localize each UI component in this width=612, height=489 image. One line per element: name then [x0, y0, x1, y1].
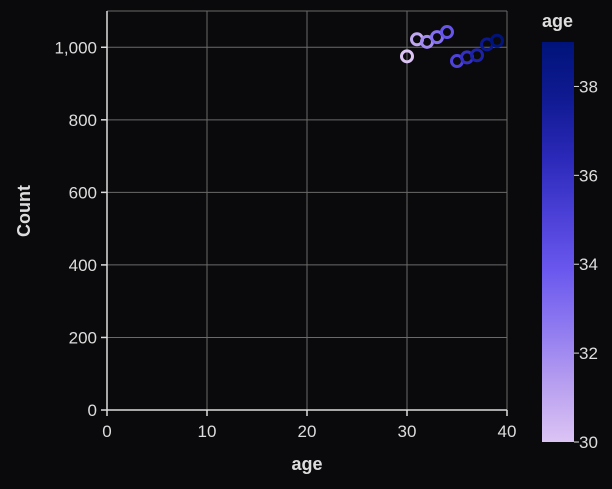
legend-tick-label: 38 — [579, 77, 598, 96]
y-tick-label: 200 — [69, 328, 97, 347]
y-tick-label: 800 — [69, 111, 97, 130]
legend-tick-label: 30 — [579, 433, 598, 452]
data-point — [470, 48, 484, 63]
legend-title: age — [542, 11, 573, 31]
x-tick-label: 30 — [398, 422, 417, 441]
legend-tick-label: 36 — [579, 166, 598, 185]
data-point — [490, 33, 504, 48]
data-point — [400, 49, 414, 64]
x-tick-label: 40 — [498, 422, 517, 441]
color-legend: age 30 32 34 36 38 — [542, 11, 598, 452]
y-tick-label: 400 — [69, 256, 97, 275]
x-tick-label: 20 — [298, 422, 317, 441]
x-tick-label: 10 — [198, 422, 217, 441]
data-points — [400, 25, 504, 69]
y-tick-label: 0 — [88, 401, 97, 420]
x-tick-label: 0 — [102, 422, 111, 441]
grid — [106, 10, 508, 411]
y-tick-label: 1,000 — [54, 38, 97, 57]
legend-ticks: 30 32 34 36 38 — [574, 77, 598, 452]
legend-tick-label: 32 — [579, 344, 598, 363]
y-axis-title: Count — [14, 185, 34, 237]
legend-tick-label: 34 — [579, 255, 598, 274]
y-tick-label: 600 — [69, 183, 97, 202]
x-axis-title: age — [291, 454, 322, 474]
legend-gradient-bar — [542, 42, 574, 442]
data-point — [440, 25, 454, 40]
